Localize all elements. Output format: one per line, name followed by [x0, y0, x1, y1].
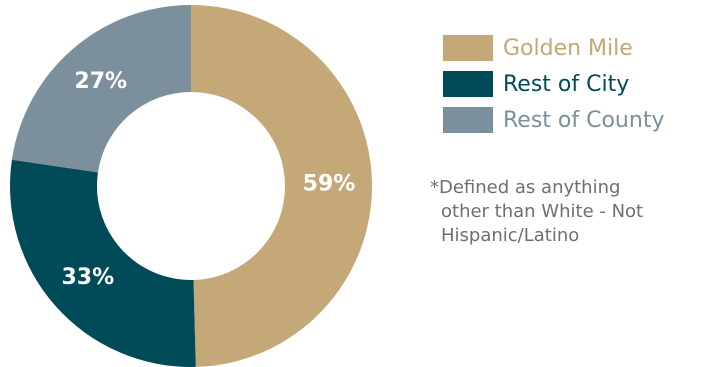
legend-label-rest-of-county: Rest of County: [503, 107, 665, 133]
legend-label-rest-of-city: Rest of City: [503, 71, 630, 97]
donut-slice-rest-of-city: [9, 159, 196, 367]
slice-label-golden-mile: 59%: [303, 172, 356, 197]
chart-footnote: *Defined as anything other than White - …: [430, 176, 715, 248]
donut-slices: [9, 5, 372, 367]
chart-legend: Golden Mile Rest of City Rest of County: [443, 30, 664, 138]
legend-swatch-golden-mile: [443, 35, 493, 61]
donut-slice-labels: 59% 33% 27%: [61, 69, 355, 290]
legend-item-golden-mile: Golden Mile: [443, 30, 664, 66]
legend-item-rest-of-city: Rest of City: [443, 66, 664, 102]
footnote-line-2: other than White - Not: [441, 201, 644, 222]
slice-label-rest-of-county: 27%: [74, 69, 127, 94]
legend-item-rest-of-county: Rest of County: [443, 102, 664, 138]
footnote-line-3: Hispanic/Latino: [441, 225, 580, 246]
legend-swatch-rest-of-county: [443, 107, 493, 133]
legend-swatch-rest-of-city: [443, 71, 493, 97]
donut-slice-golden-mile: [191, 5, 372, 367]
footnote-line-1: *Defined as anything: [430, 177, 621, 198]
donut-slice-rest-of-county: [11, 5, 191, 173]
slice-label-rest-of-city: 33%: [61, 265, 114, 290]
legend-label-golden-mile: Golden Mile: [503, 35, 633, 61]
